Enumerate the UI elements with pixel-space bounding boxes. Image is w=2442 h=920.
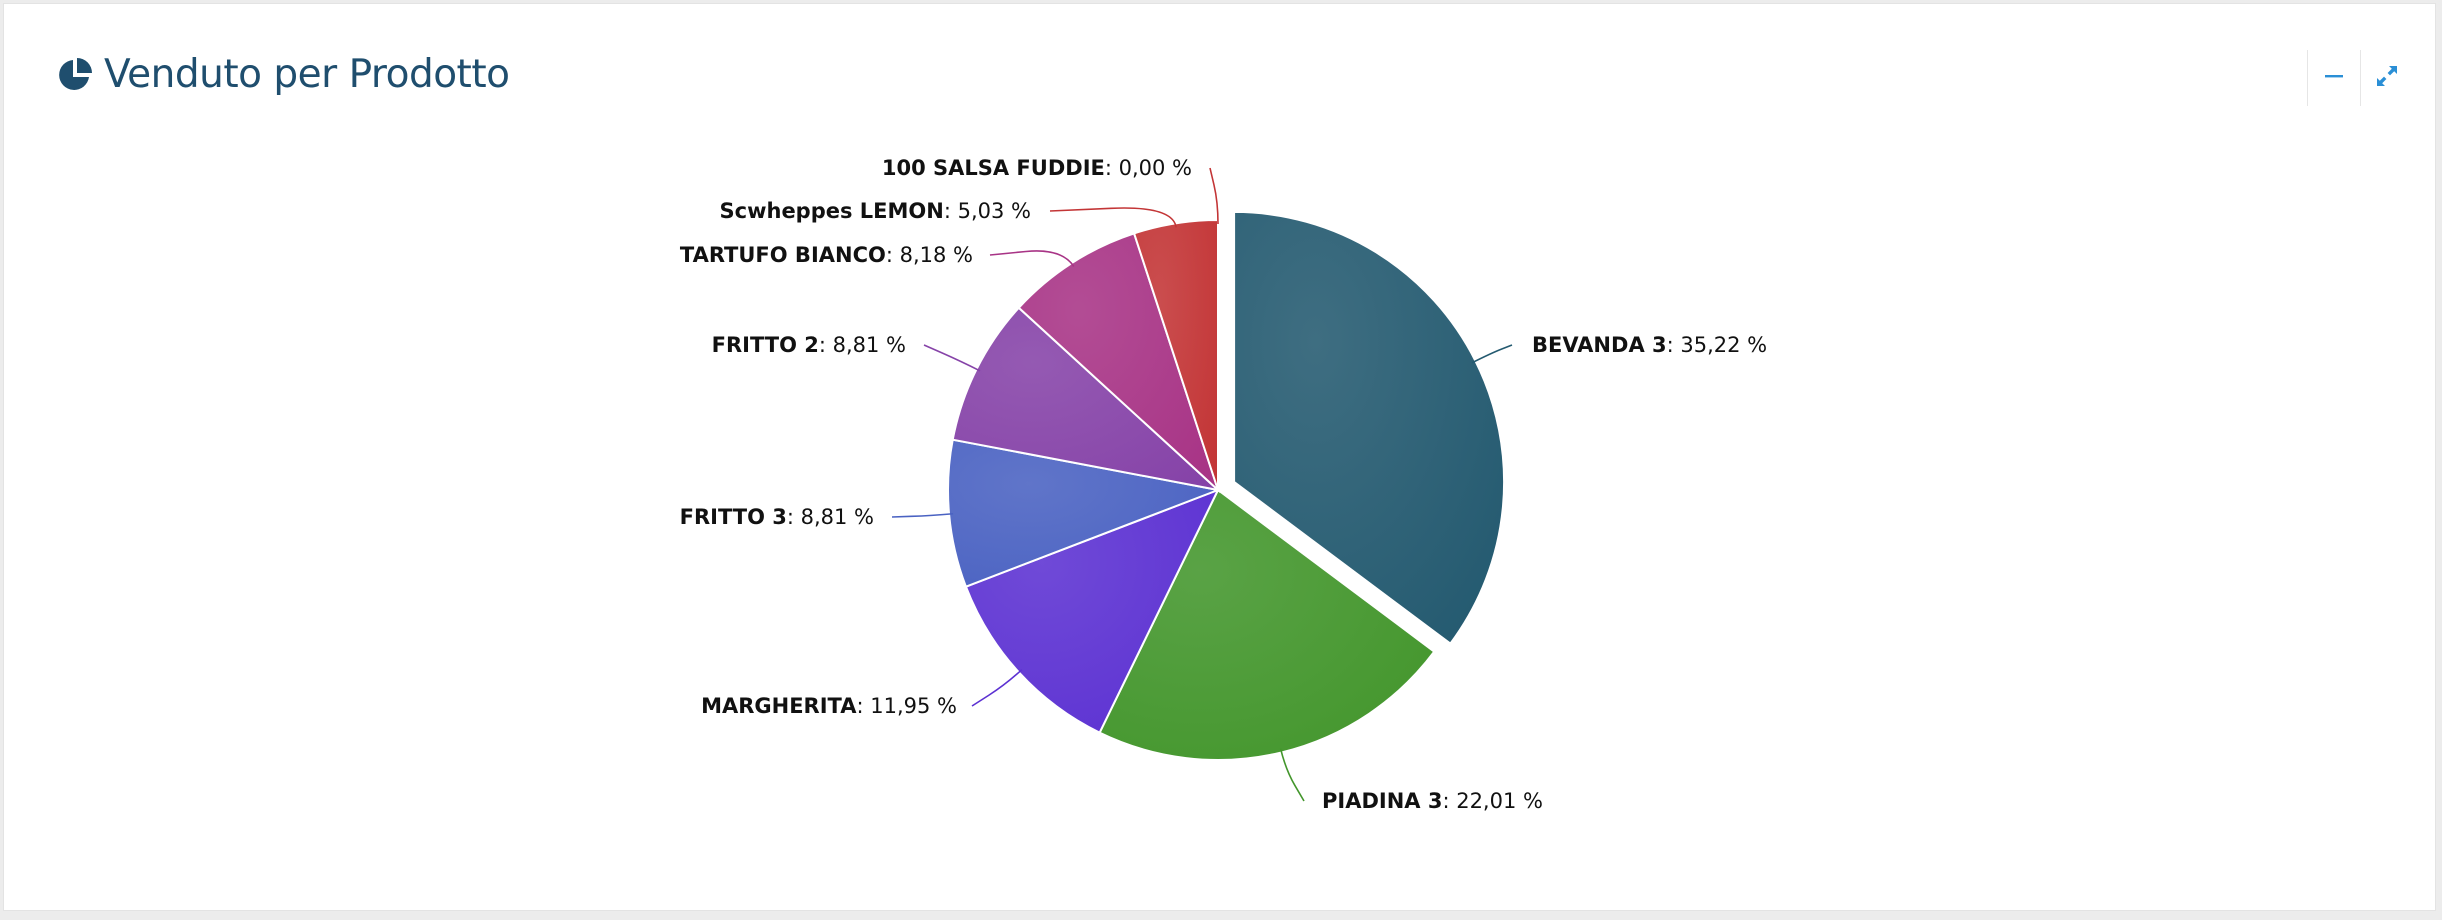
data-label-piadina-3: PIADINA 3: 22,01 % (1322, 789, 1543, 813)
connector-fritto-2 (923, 344, 981, 372)
connector-bevanda-3 (1471, 344, 1513, 364)
expand-button[interactable] (2360, 50, 2413, 106)
data-label-margherita: MARGHERITA: 11,95 % (701, 694, 957, 718)
connector-piadina-3 (1279, 748, 1305, 802)
data-label-tartufo-bianco: TARTUFO BIANCO: 8,18 % (680, 243, 973, 267)
panel-header: Venduto per Prodotto (56, 52, 510, 97)
expand-arrows-icon (2374, 63, 2400, 94)
panel-title: Venduto per Prodotto (104, 52, 510, 97)
data-label-fritto-3: FRITTO 3: 8,81 % (680, 505, 874, 529)
connector-fritto-3 (891, 512, 954, 518)
connector-tartufo-bianco (989, 250, 1075, 267)
connector-100-salsa-fuddie (1209, 167, 1219, 225)
data-label-bevanda-3: BEVANDA 3: 35,22 % (1532, 333, 1767, 357)
connector-margherita (971, 669, 1023, 707)
pie-chart-icon (56, 56, 94, 94)
data-label-fritto-2: FRITTO 2: 8,81 % (712, 333, 906, 357)
panel-tools (2307, 50, 2413, 106)
minimize-button[interactable] (2307, 50, 2360, 106)
minus-icon (2323, 65, 2345, 92)
data-label-scwheppes-lemon: Scwheppes LEMON: 5,03 % (720, 199, 1031, 223)
data-label-100-salsa-fuddie: 100 SALSA FUDDIE: 0,00 % (882, 156, 1192, 180)
connector-scwheppes-lemon (1049, 207, 1177, 228)
